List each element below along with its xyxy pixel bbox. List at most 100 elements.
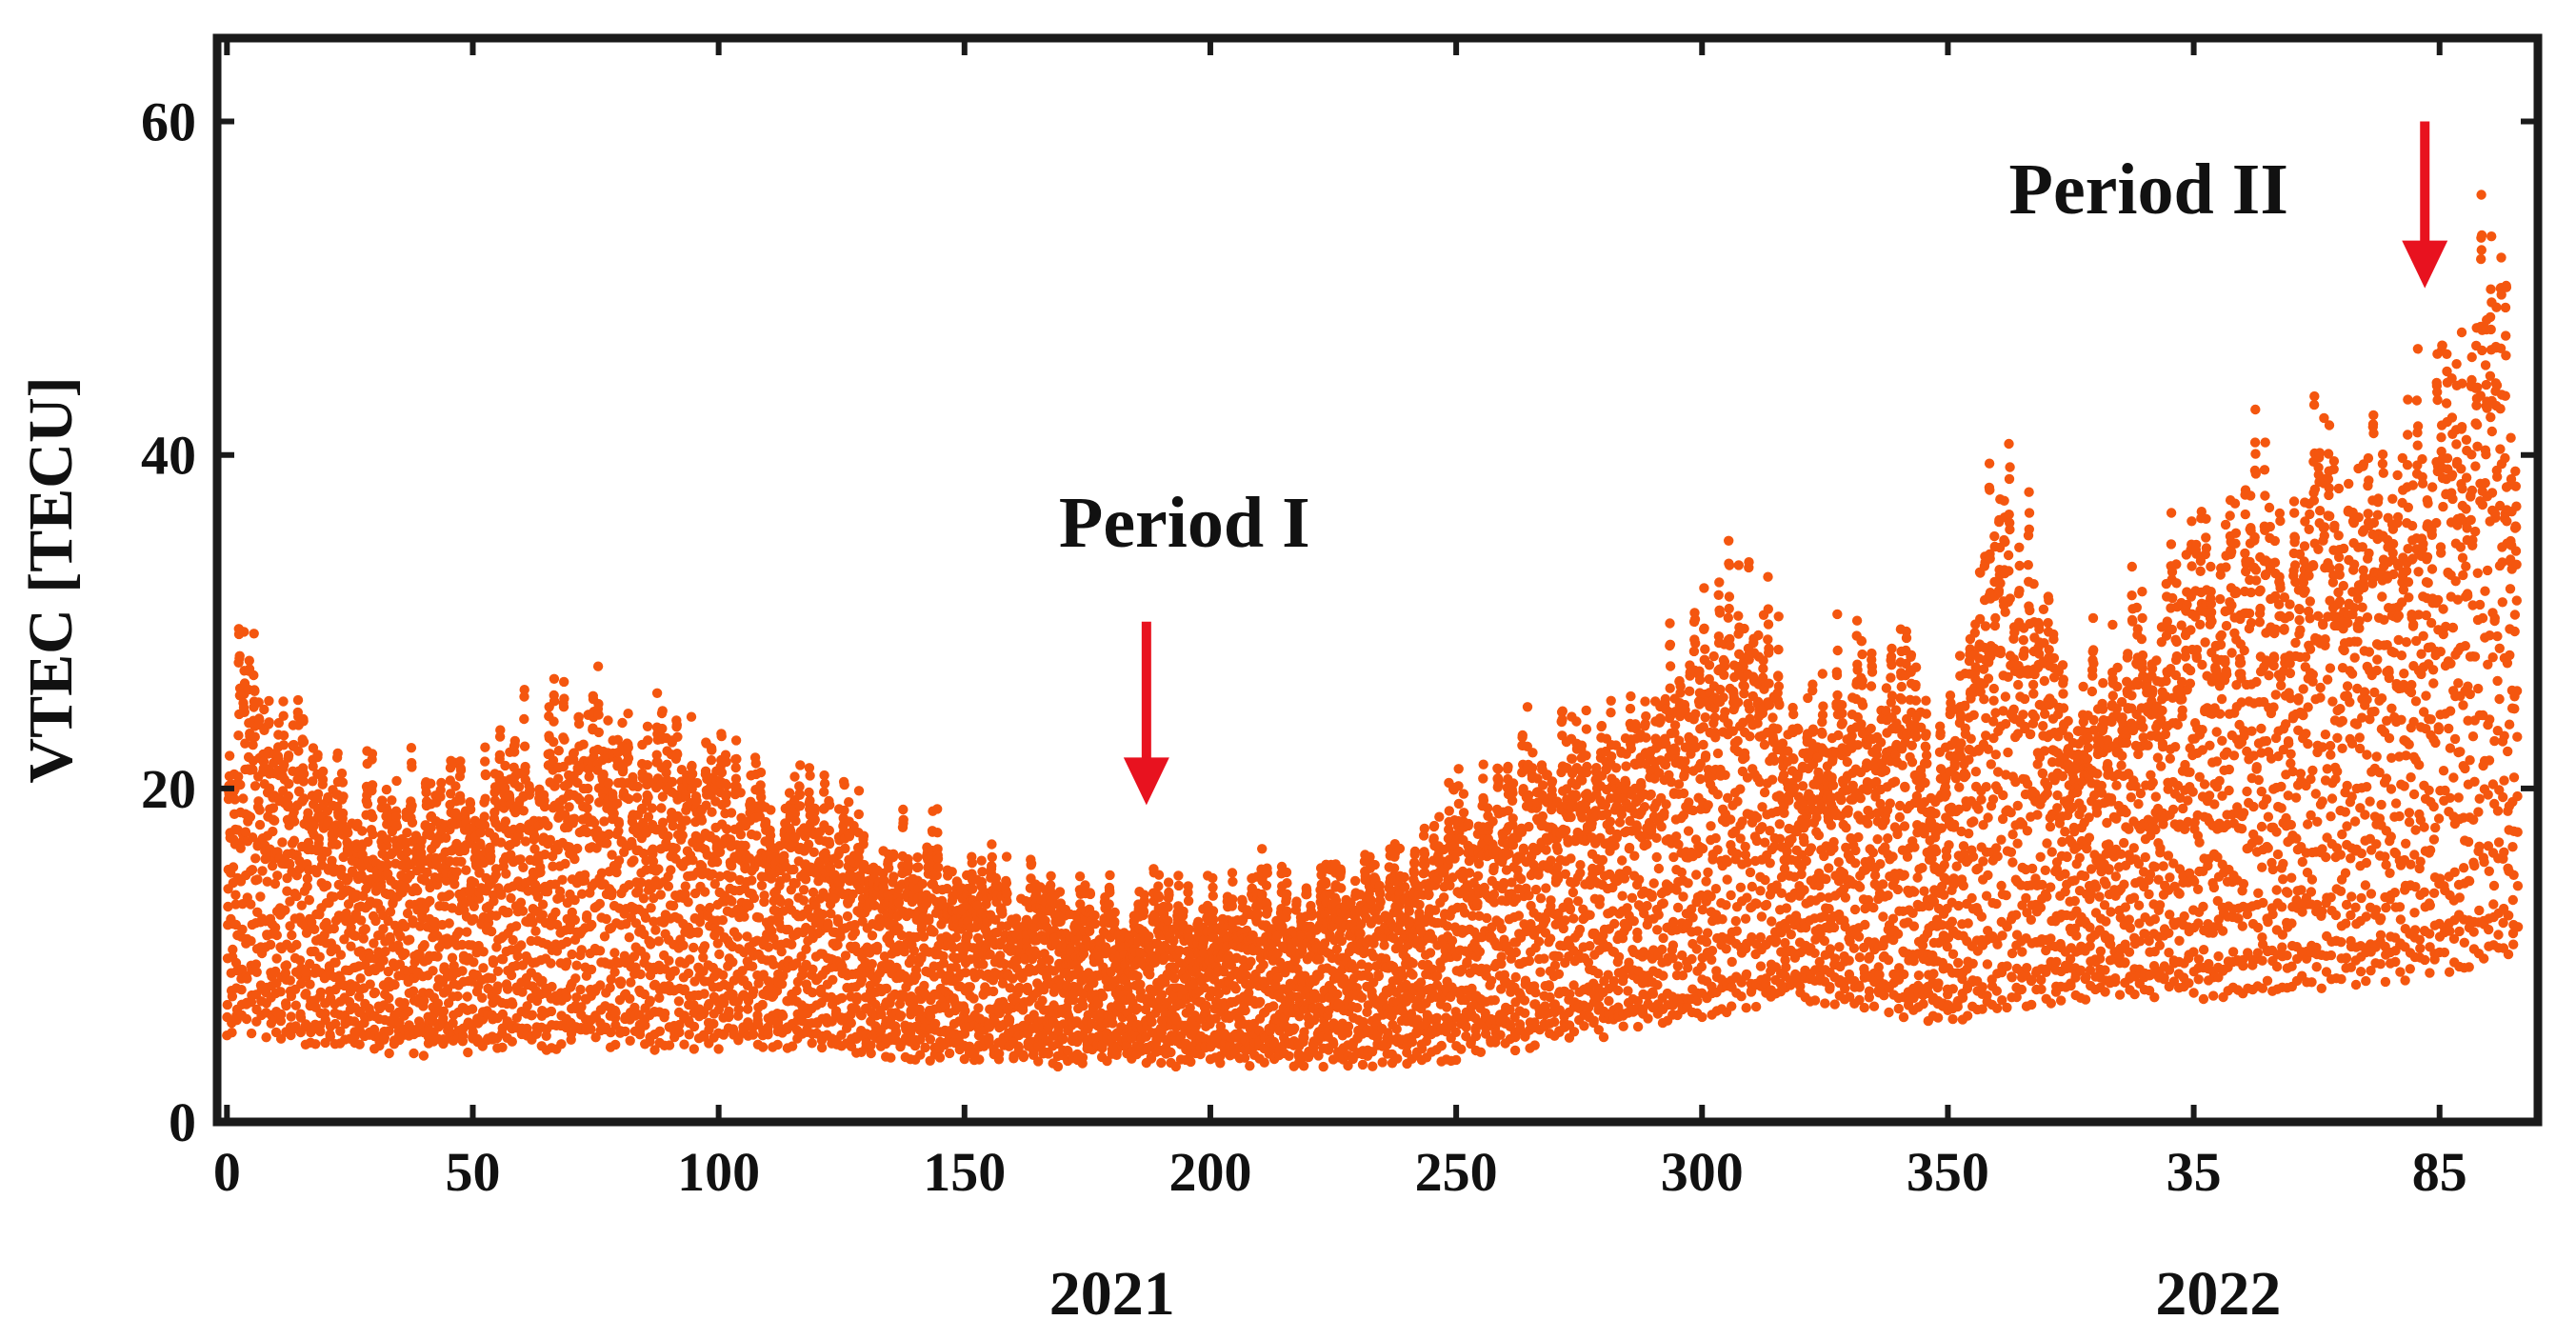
data-point	[840, 843, 850, 854]
data-point	[310, 1039, 321, 1050]
data-point	[252, 874, 263, 885]
data-point	[367, 749, 378, 759]
data-point	[234, 650, 245, 661]
data-point	[537, 899, 549, 910]
data-point	[462, 991, 472, 1002]
data-point	[987, 839, 997, 850]
data-point	[310, 924, 320, 934]
data-point	[285, 896, 295, 907]
data-point	[546, 1006, 557, 1017]
data-point	[1173, 870, 1184, 881]
data-point	[669, 966, 680, 976]
data-point	[582, 827, 592, 838]
data-point	[635, 969, 646, 980]
data-point	[487, 972, 497, 984]
data-point	[978, 959, 988, 970]
data-point	[520, 761, 530, 772]
data-point	[549, 673, 560, 684]
data-point	[497, 1009, 509, 1020]
data-point	[283, 750, 294, 761]
data-point	[1228, 894, 1238, 905]
data-point	[450, 781, 461, 791]
data-point	[469, 901, 479, 911]
data-point	[527, 1010, 538, 1020]
data-point	[626, 977, 636, 988]
data-point	[642, 721, 653, 731]
data-point	[284, 778, 294, 790]
data-point	[248, 832, 258, 843]
data-point	[264, 695, 274, 707]
data-point	[294, 855, 305, 867]
data-point	[356, 915, 367, 926]
data-point	[689, 1044, 699, 1054]
data-point	[625, 1035, 635, 1047]
data-point	[1227, 868, 1238, 878]
data-point	[492, 966, 504, 976]
data-point	[778, 1010, 789, 1021]
data-point	[687, 769, 698, 779]
data-point	[556, 1039, 567, 1050]
data-point	[1208, 890, 1219, 901]
data-point	[592, 661, 604, 671]
data-point	[569, 894, 580, 906]
data-point	[591, 843, 602, 853]
data-point	[1046, 870, 1056, 881]
data-point	[285, 921, 295, 931]
data-point	[593, 698, 604, 710]
data-point	[789, 864, 799, 875]
data-point	[664, 955, 674, 966]
data-point	[595, 980, 606, 990]
data-point	[679, 1039, 689, 1050]
data-point	[740, 840, 750, 851]
data-point	[584, 793, 594, 805]
data-point	[561, 991, 572, 1003]
data-point	[699, 989, 709, 999]
data-point	[272, 870, 283, 881]
data-point	[496, 890, 507, 900]
data-point	[609, 808, 619, 819]
data-point	[643, 791, 653, 803]
data-point	[623, 709, 633, 719]
data-point	[432, 951, 443, 962]
data-point	[477, 992, 488, 1003]
data-point	[1183, 895, 1194, 907]
data-point	[455, 756, 466, 767]
data-point	[624, 793, 634, 805]
data-point	[540, 850, 550, 860]
data-point	[580, 870, 590, 880]
data-point	[302, 873, 313, 884]
data-point	[668, 820, 678, 831]
data-point	[517, 906, 529, 916]
data-point	[759, 890, 769, 901]
data-point	[421, 787, 431, 798]
data-point	[405, 870, 415, 881]
data-point	[730, 735, 742, 746]
data-point	[261, 1032, 271, 1043]
data-point	[794, 790, 805, 800]
data-point	[749, 892, 760, 904]
data-point	[278, 730, 290, 741]
data-point	[888, 849, 899, 859]
data-point	[522, 1023, 532, 1034]
data-point	[525, 785, 535, 795]
data-point	[441, 832, 451, 843]
data-point	[298, 776, 309, 787]
data-point	[400, 948, 410, 959]
data-point	[327, 855, 337, 866]
data-point	[1089, 918, 1101, 930]
data-point	[268, 803, 279, 813]
data-point	[543, 820, 553, 831]
data-point	[692, 927, 704, 937]
data-point	[987, 851, 998, 863]
data-point	[425, 895, 435, 907]
data-point	[555, 892, 566, 903]
data-point	[653, 864, 664, 874]
data-point	[304, 894, 314, 906]
data-point	[917, 878, 928, 890]
data-point	[332, 748, 343, 759]
data-point	[807, 1038, 817, 1049]
data-point	[246, 899, 256, 910]
data-point	[508, 999, 518, 1010]
data-point	[449, 879, 460, 890]
data-point	[222, 999, 232, 1010]
